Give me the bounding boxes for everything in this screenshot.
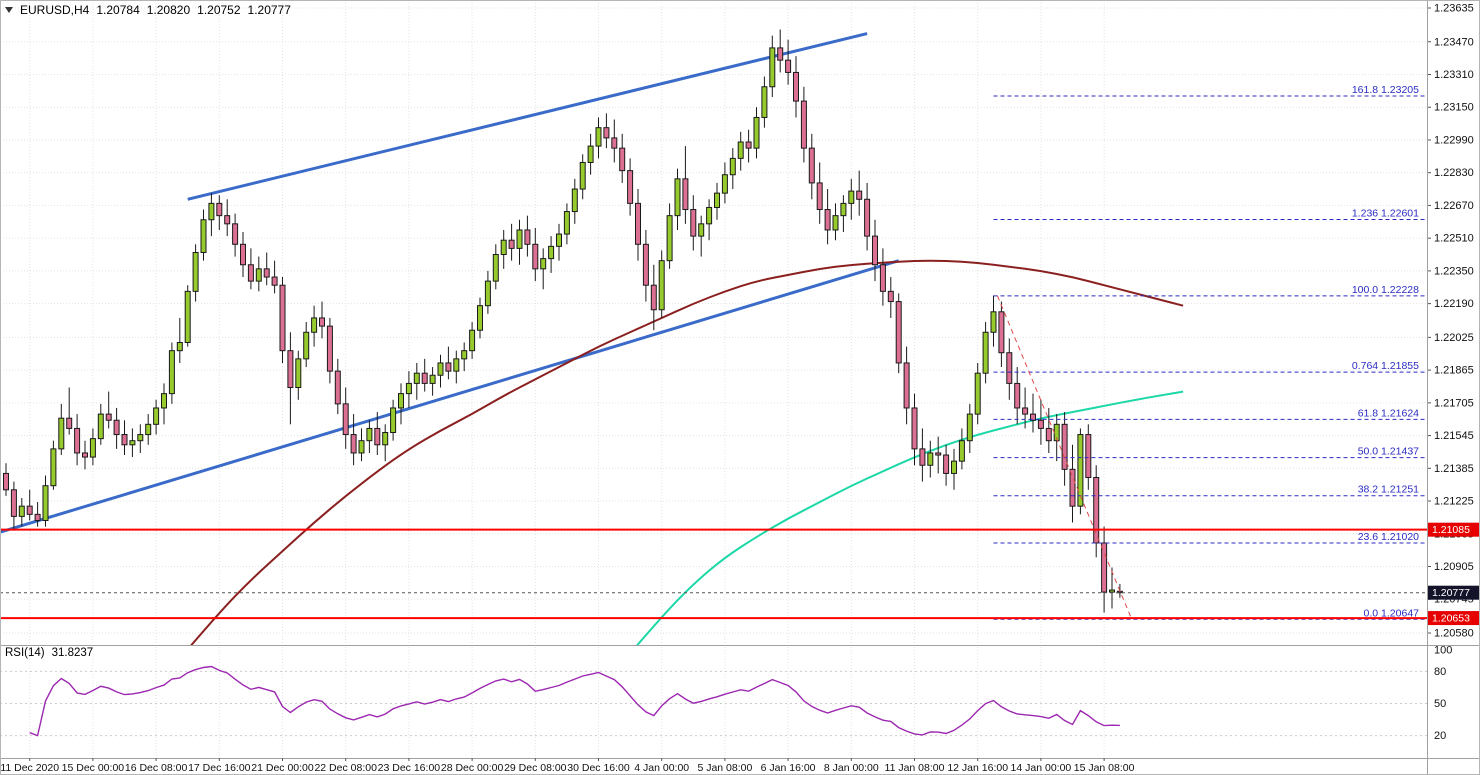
svg-text:11 Jan 08:00: 11 Jan 08:00 — [885, 762, 945, 774]
channel-upper-line — [187, 32, 868, 201]
price-tag: 1.20777 — [1428, 585, 1479, 600]
svg-text:12 Jan 16:00: 12 Jan 16:00 — [947, 762, 1008, 774]
svg-text:1.23150: 1.23150 — [1434, 102, 1474, 114]
svg-text:1.23310: 1.23310 — [1434, 69, 1474, 81]
svg-text:100.0 1.22228: 100.0 1.22228 — [1352, 284, 1419, 296]
svg-text:80: 80 — [1434, 666, 1446, 678]
svg-text:14 Jan 00:00: 14 Jan 00:00 — [1011, 762, 1072, 774]
svg-text:1.20653: 1.20653 — [1432, 613, 1470, 625]
svg-text:1.236 1.22601: 1.236 1.22601 — [1352, 208, 1419, 220]
trend-lines-layer — [0, 32, 1184, 645]
svg-text:1.20580: 1.20580 — [1434, 628, 1474, 640]
svg-text:1.23635: 1.23635 — [1434, 3, 1474, 15]
svg-text:1.21085: 1.21085 — [1432, 524, 1470, 536]
svg-text:1.20905: 1.20905 — [1434, 561, 1474, 573]
svg-text:15 Dec 00:00: 15 Dec 00:00 — [62, 762, 125, 774]
fibonacci-layer: 161.8 1.23205 1.236 1.22601 100.0 1.22228 0… — [0, 84, 1427, 620]
channel-lower-line — [0, 259, 900, 534]
svg-text:1.21865: 1.21865 — [1434, 365, 1474, 377]
svg-text:4 Jan 00:00: 4 Jan 00:00 — [634, 762, 689, 774]
svg-text:1.21705: 1.21705 — [1434, 397, 1474, 409]
svg-text:15 Jan 08:00: 15 Jan 08:00 — [1074, 762, 1135, 774]
rsi-layer — [0, 665, 1427, 737]
rsi-line — [29, 665, 1120, 737]
price-tag: 1.20653 — [1428, 611, 1479, 626]
svg-text:23.6 1.21020: 23.6 1.21020 — [1358, 531, 1419, 543]
svg-text:1.22670: 1.22670 — [1434, 200, 1474, 212]
svg-text:11 Dec 2020: 11 Dec 2020 — [0, 762, 59, 774]
svg-text:1.22990: 1.22990 — [1434, 134, 1474, 146]
svg-text:161.8 1.23205: 161.8 1.23205 — [1352, 84, 1419, 96]
price-axis[interactable]: 1.23635 1.23470 1.23310 1.23150 1.22990 1.228… — [1427, 0, 1480, 775]
svg-text:1.22830: 1.22830 — [1434, 167, 1474, 179]
svg-text:50.0 1.21437: 50.0 1.21437 — [1358, 446, 1419, 458]
svg-text:1.21225: 1.21225 — [1434, 496, 1474, 508]
price-tag: 1.21085 — [1428, 522, 1479, 537]
fib-diagonal-line — [996, 295, 1133, 620]
svg-text:0.0 1.20647: 0.0 1.20647 — [1364, 607, 1420, 619]
svg-text:1.22190: 1.22190 — [1434, 298, 1474, 310]
svg-text:21 Dec 00:00: 21 Dec 00:00 — [251, 762, 314, 774]
svg-text:50: 50 — [1434, 698, 1446, 710]
svg-text:17 Dec 16:00: 17 Dec 16:00 — [188, 762, 251, 774]
svg-text:20: 20 — [1434, 730, 1446, 742]
svg-text:61.8 1.21624: 61.8 1.21624 — [1358, 407, 1419, 419]
svg-text:1.22510: 1.22510 — [1434, 233, 1474, 245]
svg-text:30 Dec 16:00: 30 Dec 16:00 — [567, 762, 630, 774]
svg-text:6 Jan 16:00: 6 Jan 16:00 — [761, 762, 816, 774]
svg-text:1.23470: 1.23470 — [1434, 36, 1474, 48]
ma-slow-line — [190, 259, 1184, 645]
svg-text:1.20777: 1.20777 — [1432, 587, 1470, 599]
svg-text:5 Jan 08:00: 5 Jan 08:00 — [697, 762, 752, 774]
svg-text:1.22025: 1.22025 — [1434, 332, 1474, 344]
svg-text:1.21385: 1.21385 — [1434, 463, 1474, 475]
grid-layer — [0, 0, 1427, 757]
svg-text:100: 100 — [1434, 645, 1452, 657]
svg-text:29 Dec 08:00: 29 Dec 08:00 — [504, 762, 567, 774]
svg-text:1.22350: 1.22350 — [1434, 265, 1474, 277]
svg-text:0.764 1.21855: 0.764 1.21855 — [1352, 360, 1419, 372]
svg-text:28 Dec 00:00: 28 Dec 00:00 — [441, 762, 504, 774]
candles-layer — [3, 29, 1123, 613]
time-axis[interactable]: 11 Dec 2020 15 Dec 00:00 16 Dec 08:00 17 De… — [0, 758, 1135, 774]
svg-text:38.2 1.21251: 38.2 1.21251 — [1358, 484, 1419, 496]
svg-text:8 Jan 00:00: 8 Jan 00:00 — [824, 762, 879, 774]
svg-text:16 Dec 08:00: 16 Dec 08:00 — [125, 762, 188, 774]
svg-text:22 Dec 08:00: 22 Dec 08:00 — [314, 762, 377, 774]
svg-text:1.21545: 1.21545 — [1434, 430, 1474, 442]
svg-text:23 Dec 16:00: 23 Dec 16:00 — [378, 762, 441, 774]
